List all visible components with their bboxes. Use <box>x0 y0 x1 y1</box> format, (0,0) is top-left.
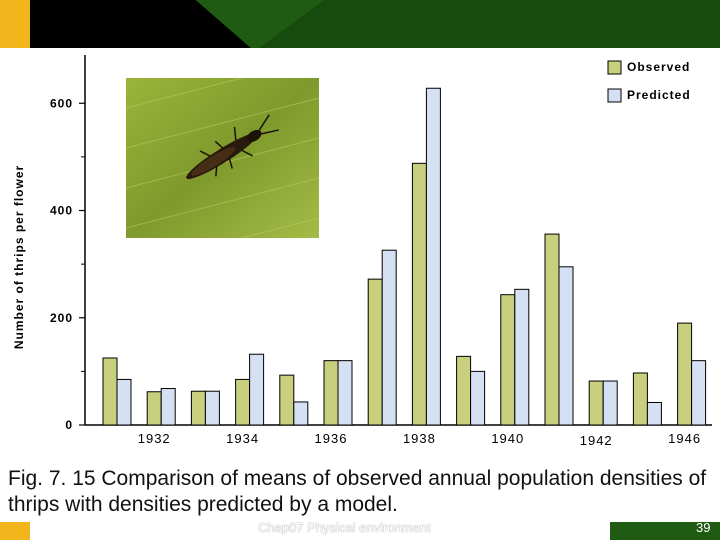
thrips-insect-icon <box>186 114 279 180</box>
bar-observed-13 <box>677 322 693 426</box>
x-ticks: 1932 1934 1936 1938 1940 1942 1946 <box>138 431 701 448</box>
footer-text: Chap07 Physical environment <box>258 520 431 535</box>
bar-observed-2 <box>190 390 206 426</box>
header-accent <box>0 0 30 48</box>
y-tick-label: 0 <box>65 418 73 432</box>
header-green-shape-right <box>259 0 720 48</box>
slide-number: 39 <box>696 520 711 535</box>
legend-label-observed: Observed <box>627 60 690 74</box>
x-tick-label: 1942 <box>580 433 613 448</box>
bar-observed-7 <box>411 162 427 426</box>
legend-swatch-observed <box>607 60 622 75</box>
bar-predicted-4 <box>293 401 309 426</box>
bar-observed-8 <box>456 355 472 426</box>
x-tick-label: 1934 <box>226 431 259 446</box>
bar-observed-10 <box>544 233 560 426</box>
bar-observed-4 <box>279 374 295 426</box>
bar-predicted-5 <box>337 360 353 426</box>
y-tick-label: 600 <box>50 96 73 110</box>
x-tick-label: 1936 <box>315 431 348 446</box>
bar-predicted-12 <box>646 401 662 426</box>
bar-predicted-13 <box>691 360 707 426</box>
bar-predicted-11 <box>602 380 618 426</box>
y-ticks: 0 200 400 600 <box>50 96 85 432</box>
legend-swatch-predicted <box>607 88 622 103</box>
footer-green-shape <box>610 522 720 540</box>
bar-observed-5 <box>323 360 339 426</box>
bar-predicted-2 <box>204 390 220 426</box>
bar-predicted-3 <box>249 353 265 426</box>
bar-predicted-9 <box>514 288 530 426</box>
x-tick-label: 1940 <box>491 431 524 446</box>
bars <box>102 87 707 426</box>
bar-observed-9 <box>500 294 516 426</box>
bar-predicted-6 <box>381 249 397 426</box>
y-axis-label: Number of thrips per flower <box>12 165 26 349</box>
bar-predicted-8 <box>470 370 486 426</box>
bar-observed-12 <box>632 372 648 426</box>
bar-observed-11 <box>588 380 604 426</box>
y-tick-label: 400 <box>50 204 73 218</box>
bar-observed-1 <box>146 391 162 426</box>
bar-predicted-1 <box>160 388 176 426</box>
bar-predicted-0 <box>116 378 132 426</box>
x-tick-label: 1938 <box>403 431 436 446</box>
x-tick-label: 1932 <box>138 431 171 446</box>
bar-predicted-7 <box>425 87 441 426</box>
thrips-photo <box>126 78 319 238</box>
bar-observed-3 <box>235 378 251 426</box>
bar-observed-6 <box>367 278 383 426</box>
bar-observed-0 <box>102 357 118 426</box>
figure-caption: Fig. 7. 15 Comparison of means of observ… <box>8 467 707 516</box>
footer-accent <box>0 522 30 540</box>
x-tick-label: 1946 <box>668 431 701 446</box>
bar-predicted-10 <box>558 266 574 426</box>
y-tick-label: 200 <box>50 311 73 325</box>
legend: Observed Predicted <box>607 60 691 103</box>
legend-label-predicted: Predicted <box>627 88 691 102</box>
